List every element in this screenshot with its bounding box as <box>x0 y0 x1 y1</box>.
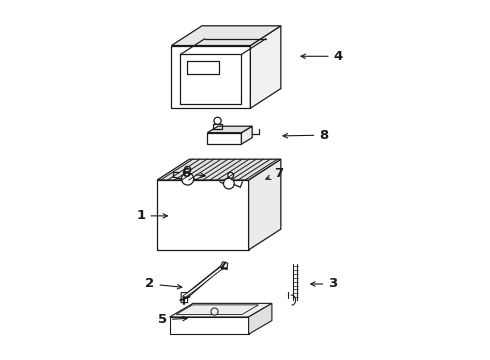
Circle shape <box>214 117 221 125</box>
Circle shape <box>223 178 234 189</box>
Polygon shape <box>172 26 281 45</box>
Circle shape <box>211 308 218 315</box>
Polygon shape <box>207 126 252 133</box>
Text: 3: 3 <box>311 278 338 291</box>
Polygon shape <box>248 303 272 334</box>
Polygon shape <box>248 159 281 250</box>
Polygon shape <box>157 180 248 250</box>
Polygon shape <box>207 133 242 144</box>
Text: 1: 1 <box>136 210 168 222</box>
Text: 8: 8 <box>283 129 328 142</box>
Text: 5: 5 <box>158 313 187 327</box>
Polygon shape <box>170 303 272 317</box>
Polygon shape <box>157 159 281 180</box>
Circle shape <box>228 172 234 178</box>
Polygon shape <box>172 45 250 108</box>
Polygon shape <box>242 126 252 144</box>
Text: 6: 6 <box>181 167 205 180</box>
Text: 7: 7 <box>266 167 284 180</box>
Text: 4: 4 <box>301 50 343 63</box>
Polygon shape <box>250 26 281 108</box>
Polygon shape <box>181 262 228 303</box>
Polygon shape <box>170 317 248 334</box>
Text: 2: 2 <box>146 278 182 291</box>
Circle shape <box>184 166 191 173</box>
Circle shape <box>181 173 194 185</box>
